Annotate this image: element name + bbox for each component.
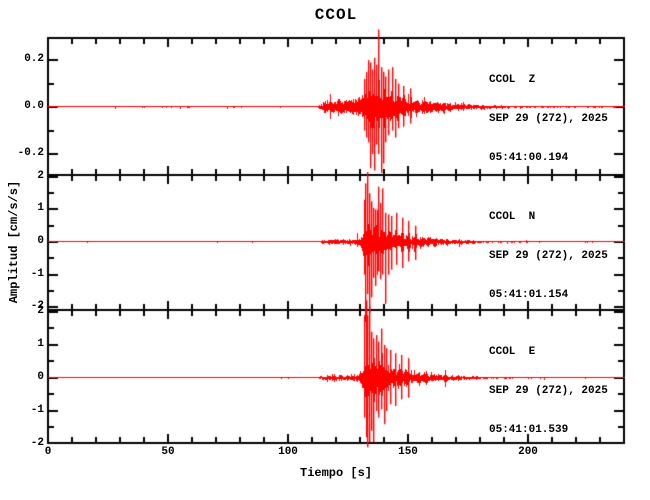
station-channel-label: CCOL N bbox=[489, 211, 536, 223]
y-tick-label: 0 bbox=[37, 235, 44, 247]
trace-start-time-label: 05:41:01.154 bbox=[489, 289, 569, 301]
y-tick-label: -0.2 bbox=[17, 147, 44, 159]
figure-title: CCOL bbox=[314, 6, 358, 24]
y-tick-label: 0.2 bbox=[24, 53, 44, 65]
y-tick-label: 0.0 bbox=[24, 100, 44, 112]
y-tick-label: 2 bbox=[37, 170, 44, 182]
panel-annotation-n: CCOL N SEP 29 (272), 2025 05:41:01.154 bbox=[489, 185, 608, 328]
y-tick-label: -1 bbox=[30, 404, 44, 416]
y-tick-label: -2 bbox=[30, 437, 44, 449]
x-tick-label: 100 bbox=[278, 446, 298, 458]
x-tick-label: 50 bbox=[161, 446, 175, 458]
station-channel-label: CCOL E bbox=[489, 346, 536, 358]
y-tick-label: 1 bbox=[37, 202, 44, 214]
station-channel-label: CCOL Z bbox=[489, 74, 536, 86]
y-tick-label: 2 bbox=[37, 305, 44, 317]
y-tick-label: 0 bbox=[37, 371, 44, 383]
panel-annotation-z: CCOL Z SEP 29 (272), 2025 05:41:00.194 bbox=[489, 48, 608, 191]
x-tick-label: 150 bbox=[398, 446, 418, 458]
x-axis-label: Tiempo [s] bbox=[299, 466, 373, 480]
event-date-label: SEP 29 (272), 2025 bbox=[489, 113, 608, 125]
y-tick-label: 1 bbox=[37, 338, 44, 350]
x-tick-label: 200 bbox=[518, 446, 538, 458]
y-tick-label: -2 bbox=[30, 300, 44, 312]
event-date-label: SEP 29 (272), 2025 bbox=[489, 385, 608, 397]
trace-start-time-label: 05:41:00.194 bbox=[489, 152, 569, 164]
x-tick-label: 0 bbox=[44, 446, 52, 458]
panel-annotation-e: CCOL E SEP 29 (272), 2025 05:41:01.539 bbox=[489, 320, 608, 463]
event-date-label: SEP 29 (272), 2025 bbox=[489, 250, 608, 262]
y-tick-label: -1 bbox=[30, 268, 44, 280]
trace-start-time-label: 05:41:01.539 bbox=[489, 424, 569, 436]
